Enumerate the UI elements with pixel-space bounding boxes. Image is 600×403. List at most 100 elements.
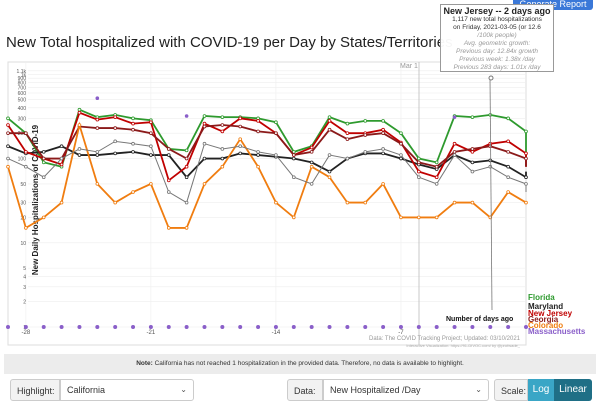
- point-florida: [184, 148, 189, 153]
- point-georgia: [434, 164, 439, 169]
- point-other: [309, 182, 314, 186]
- point-colorado: [506, 190, 510, 194]
- point-massachusetts: [309, 324, 314, 329]
- point-colorado: [452, 200, 457, 205]
- point-new-jersey: [524, 151, 528, 156]
- point-florida: [399, 131, 403, 135]
- point-colorado: [470, 200, 475, 205]
- series-label-florida: Florida: [528, 293, 555, 302]
- point-other: [6, 156, 10, 161]
- point-massachusetts: [6, 324, 11, 329]
- point-georgia: [149, 131, 153, 135]
- highlight-label: Highlight:: [10, 379, 60, 401]
- note-bar: Note: California has not reached 1 hospi…: [4, 354, 596, 374]
- point-massachusetts: [166, 324, 171, 329]
- log-scale-button[interactable]: Log: [528, 379, 554, 401]
- y-tick-label: 400: [18, 106, 27, 112]
- series-line-colorado: [7, 121, 527, 230]
- point-massachusetts: [59, 324, 64, 329]
- point-massachusetts: [506, 324, 511, 329]
- point-massachusetts: [23, 324, 28, 329]
- point-maryland: [113, 151, 117, 156]
- point-maryland: [41, 150, 46, 154]
- point-florida: [77, 107, 82, 112]
- point-maryland: [184, 175, 189, 180]
- point-georgia: [274, 131, 278, 135]
- point-maryland: [131, 150, 135, 154]
- point-new-jersey: [166, 178, 171, 183]
- outlier-point: [184, 114, 189, 118]
- point-other: [149, 144, 153, 149]
- data-select[interactable]: New Hospitalized /Day ⌄: [323, 379, 489, 401]
- point-other: [363, 150, 368, 154]
- point-florida: [417, 156, 421, 161]
- point-massachusetts: [524, 324, 529, 329]
- point-colorado: [149, 182, 153, 186]
- highlight-select[interactable]: California ⌄: [60, 379, 194, 401]
- point-colorado: [220, 164, 225, 169]
- point-georgia: [381, 131, 385, 135]
- point-other: [417, 175, 421, 180]
- point-maryland: [506, 164, 510, 169]
- point-colorado: [24, 226, 28, 230]
- point-new-jersey: [506, 139, 510, 144]
- y-tick-label: 500: [18, 98, 27, 104]
- point-other: [131, 141, 135, 146]
- point-massachusetts: [345, 324, 350, 329]
- point-georgia: [256, 129, 260, 134]
- point-massachusetts: [202, 324, 207, 329]
- note-label: Note:: [136, 360, 153, 367]
- point-georgia: [345, 137, 350, 141]
- point-georgia: [220, 123, 225, 127]
- chart-title: New Total hospitalized with COVID-19 per…: [6, 34, 453, 51]
- y-tick-label: 1k: [21, 72, 27, 78]
- point-colorado: [131, 190, 135, 194]
- x-tick-label: -7: [398, 330, 404, 336]
- point-colorado: [327, 175, 332, 180]
- point-other: [184, 200, 189, 205]
- point-other: [59, 156, 64, 161]
- point-colorado: [59, 200, 64, 205]
- point-other: [434, 182, 439, 186]
- point-florida: [381, 119, 385, 123]
- point-florida: [220, 115, 225, 119]
- point-new-jersey: [149, 120, 153, 125]
- point-other: [24, 164, 28, 169]
- point-new-jersey: [452, 141, 457, 146]
- linear-scale-button[interactable]: Linear: [554, 379, 592, 401]
- point-maryland: [220, 156, 225, 161]
- tooltip-anchor: [488, 75, 494, 81]
- point-maryland: [166, 153, 171, 157]
- tooltip-line: /100k people): [477, 32, 517, 39]
- point-massachusetts: [256, 324, 261, 329]
- point-colorado: [6, 164, 10, 169]
- point-massachusetts: [131, 324, 136, 329]
- point-maryland: [59, 144, 64, 149]
- tooltip-line: Avg. geometric growth:: [463, 40, 531, 47]
- point-maryland: [327, 169, 332, 174]
- point-colorado: [291, 215, 296, 220]
- point-massachusetts: [470, 324, 475, 329]
- point-massachusetts: [434, 324, 439, 329]
- point-georgia: [452, 150, 457, 154]
- point-new-jersey: [345, 131, 350, 135]
- point-maryland: [291, 156, 296, 161]
- point-new-jersey: [113, 115, 117, 119]
- point-new-jersey: [309, 145, 314, 150]
- controls-bar: Highlight: California ⌄ Data: New Hospit…: [0, 378, 600, 403]
- point-georgia: [131, 127, 135, 132]
- point-colorado: [274, 200, 278, 205]
- point-colorado: [184, 226, 189, 230]
- point-colorado: [363, 200, 368, 205]
- point-georgia: [238, 124, 243, 129]
- tooltip-title: New Jersey -- 2 days ago: [443, 6, 551, 16]
- chevron-down-icon: ⌄: [180, 385, 187, 394]
- x-tick-label: -21: [147, 330, 156, 336]
- y-tick-label: 2: [23, 300, 26, 306]
- x-tick-label: -28: [22, 330, 31, 336]
- y-tick-label: 50: [20, 182, 26, 188]
- chart-area: 1234510203050100200300400500600700800900…: [6, 61, 586, 348]
- tooltip-line: Previous 283 days: 1.01x /day: [453, 64, 541, 71]
- point-colorado: [309, 164, 314, 169]
